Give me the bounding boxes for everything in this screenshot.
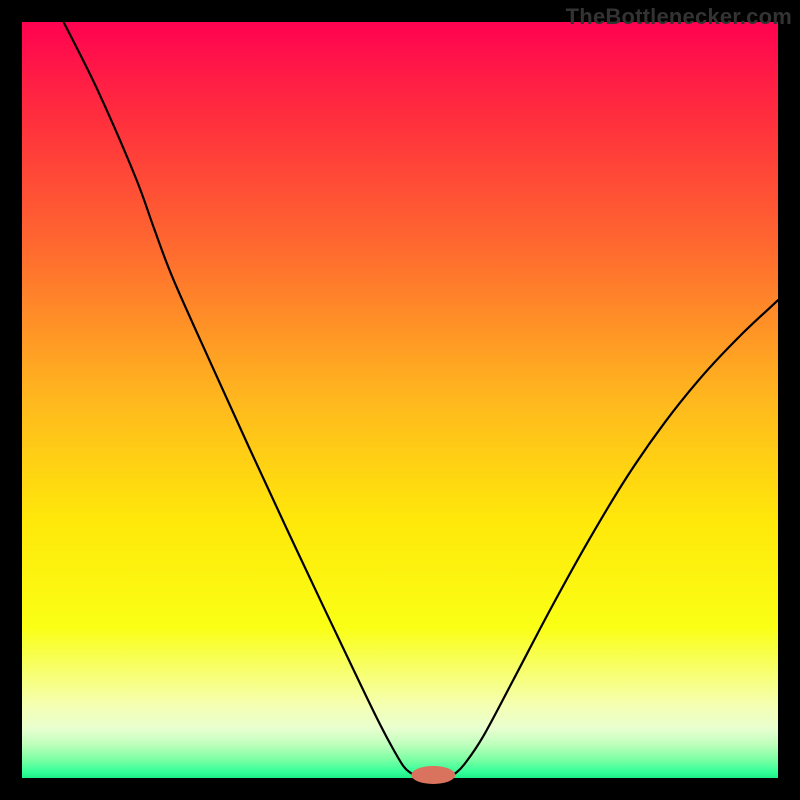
optimum-marker — [411, 766, 455, 784]
watermark-text: TheBottlenecker.com — [566, 4, 792, 30]
bottleneck-chart — [0, 0, 800, 800]
chart-container: TheBottlenecker.com — [0, 0, 800, 800]
plot-background — [22, 22, 778, 778]
